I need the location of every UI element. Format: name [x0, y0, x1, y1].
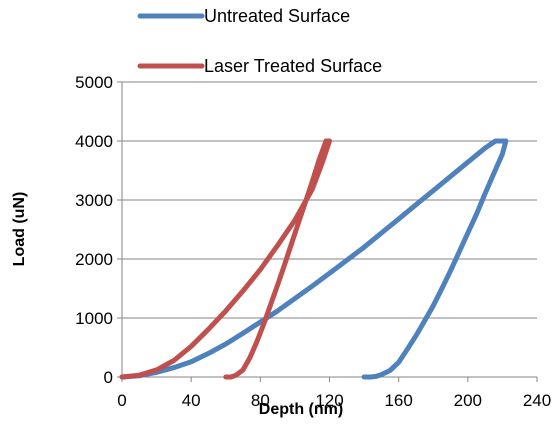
- series-line-0: [119, 138, 509, 380]
- y-axis-title: Load (uN): [11, 192, 28, 267]
- x-axis-title: Depth (nm): [259, 401, 343, 418]
- y-tick-label-4: 4000: [75, 132, 113, 151]
- gridlines: [122, 81, 537, 319]
- x-tick-label-5: 200: [454, 391, 482, 410]
- x-tick-label-1: 40: [182, 391, 201, 410]
- y-tick-labels: 0 1000 2000 3000 4000 5000: [75, 73, 122, 387]
- x-tick-label-2: 80: [251, 391, 270, 410]
- series-lines: [119, 138, 509, 380]
- legend-label-1: Laser Treated Surface: [204, 56, 382, 76]
- x-tick-labels: 0 40 80 120 160 200 240: [117, 377, 551, 410]
- x-tick-label-3: 120: [315, 391, 343, 410]
- y-tick-label-1: 1000: [75, 309, 113, 328]
- y-tick-label-3: 3000: [75, 191, 113, 210]
- x-tick-label-0: 0: [117, 391, 126, 410]
- x-tick-label-6: 240: [523, 391, 551, 410]
- x-tick-label-4: 160: [384, 391, 412, 410]
- axes: [121, 82, 537, 378]
- y-tick-label-5: 5000: [75, 73, 113, 92]
- y-tick-label-2: 2000: [75, 250, 113, 269]
- series-line-1: [119, 138, 332, 380]
- legend: Untreated Surface Laser Treated Surface: [137, 6, 382, 76]
- legend-label-0: Untreated Surface: [204, 6, 350, 26]
- y-tick-label-0: 0: [104, 368, 113, 387]
